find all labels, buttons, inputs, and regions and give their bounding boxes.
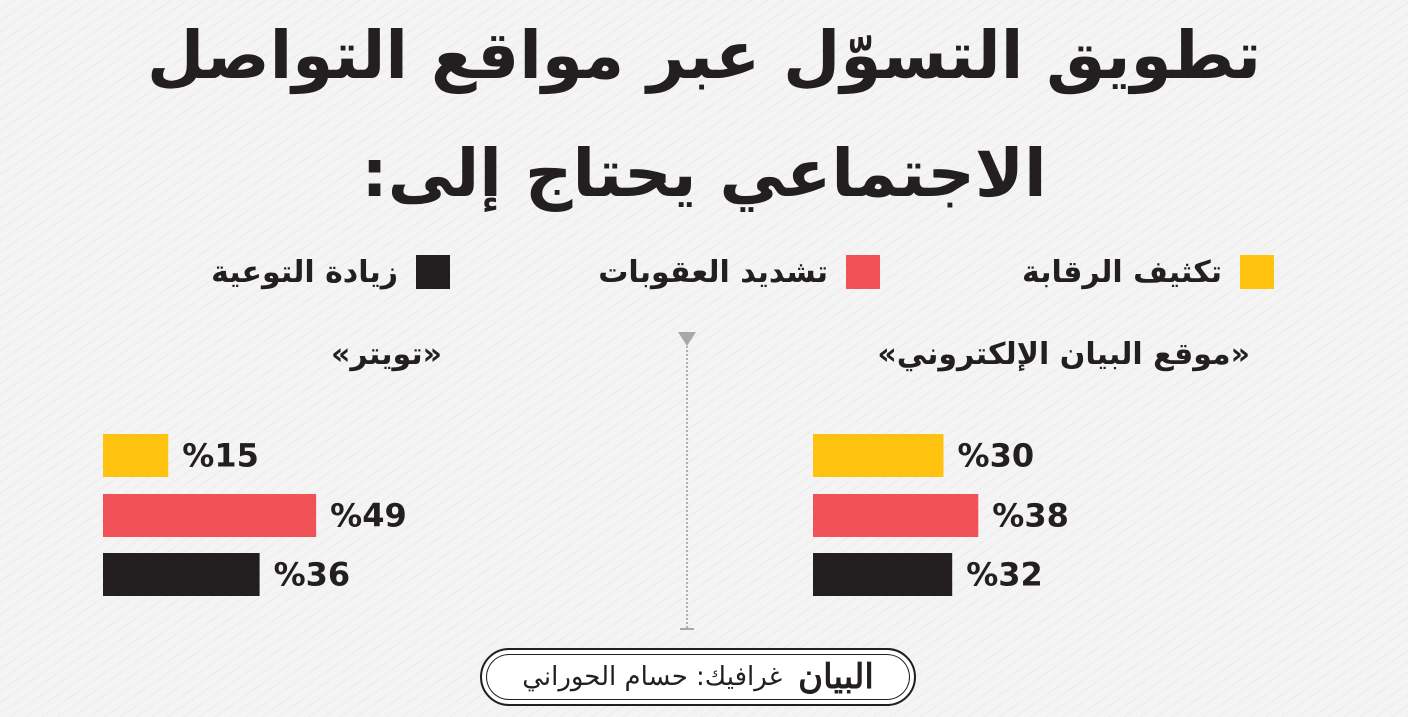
- bar-twitter-penalties: [103, 494, 317, 537]
- bar-label-albayan-site-penalties: %38: [992, 497, 1069, 535]
- panel-title-twitter: «تويتر»: [330, 337, 442, 372]
- bar-label-albayan-site-awareness: %32: [966, 556, 1043, 594]
- bar-label-albayan-site-monitoring: %30: [958, 437, 1035, 475]
- divider-end-cap: [680, 628, 694, 630]
- credit-text: غرافيك: حسام الحوراني: [522, 662, 783, 692]
- credit-box: غرافيك: حسام الحوراني البيان: [480, 648, 916, 706]
- divider-arrow-icon: [678, 332, 696, 346]
- bar-label-twitter-penalties: %49: [330, 497, 407, 535]
- panel-divider: [686, 346, 688, 628]
- legend-label-penalties: تشديد العقوبات: [598, 254, 828, 290]
- legend-label-monitoring: تكثيف الرقابة: [1022, 254, 1222, 290]
- panel-title-albayan-site: «موقع البيان الإلكتروني»: [877, 337, 1250, 372]
- bar-albayan-site-penalties: [813, 494, 979, 537]
- legend-label-awareness: زيادة التوعية: [211, 254, 398, 290]
- legend-item-penalties: تشديد العقوبات: [598, 252, 880, 292]
- bar-albayan-site-awareness: [813, 553, 953, 596]
- bar-albayan-site-monitoring: [813, 434, 944, 477]
- legend-item-awareness: زيادة التوعية: [211, 252, 450, 292]
- bar-twitter-monitoring: [103, 434, 169, 477]
- albayan-logo: البيان: [798, 657, 874, 697]
- chart-title-line-2: الاجتماعي يحتاج إلى:: [361, 135, 1047, 212]
- bar-label-twitter-monitoring: %15: [182, 437, 259, 475]
- legend-swatch-red: [846, 255, 880, 289]
- bar-label-twitter-awareness: %36: [274, 556, 351, 594]
- legend-item-monitoring: تكثيف الرقابة: [1022, 252, 1274, 292]
- chart-title-line-1: تطويق التسوّل عبر مواقع التواصل: [146, 17, 1262, 94]
- bar-twitter-awareness: [103, 553, 260, 596]
- legend-swatch-yellow: [1240, 255, 1274, 289]
- legend-swatch-black: [416, 255, 450, 289]
